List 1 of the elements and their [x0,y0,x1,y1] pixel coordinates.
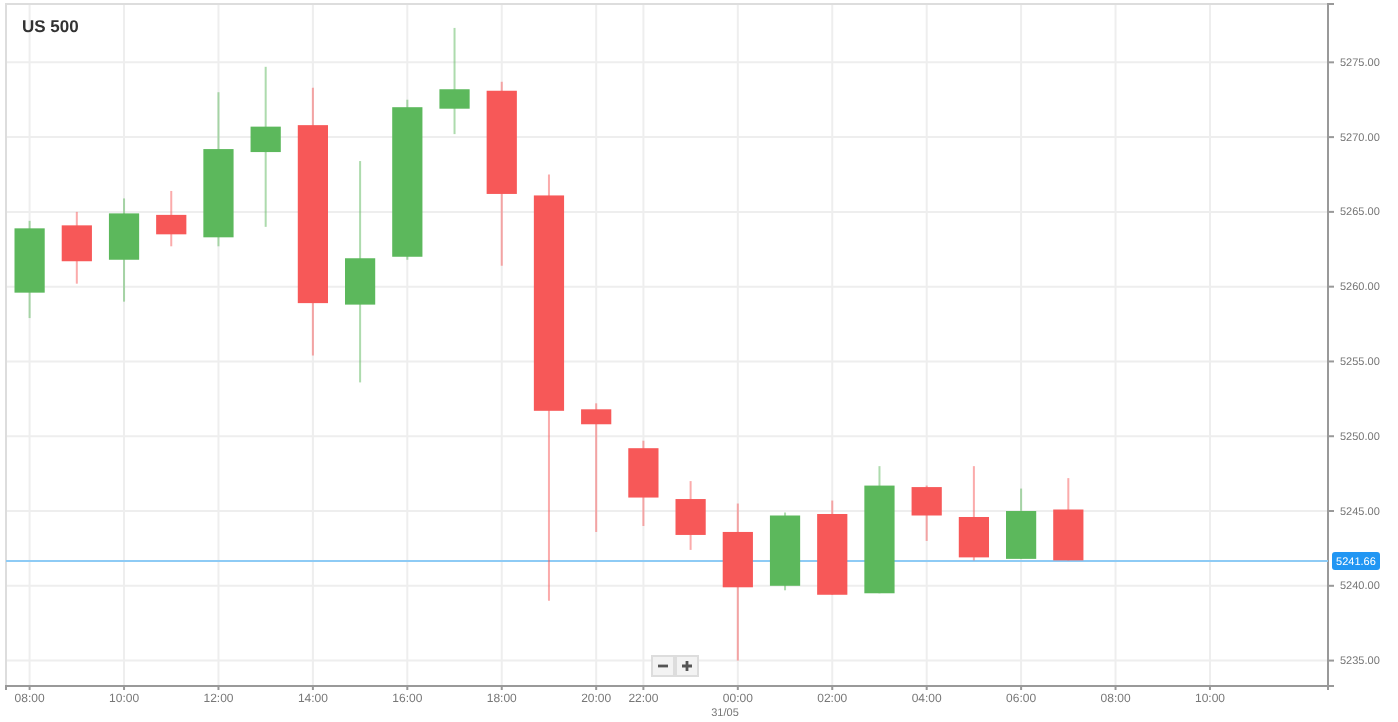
text: US 500 [22,16,80,36]
